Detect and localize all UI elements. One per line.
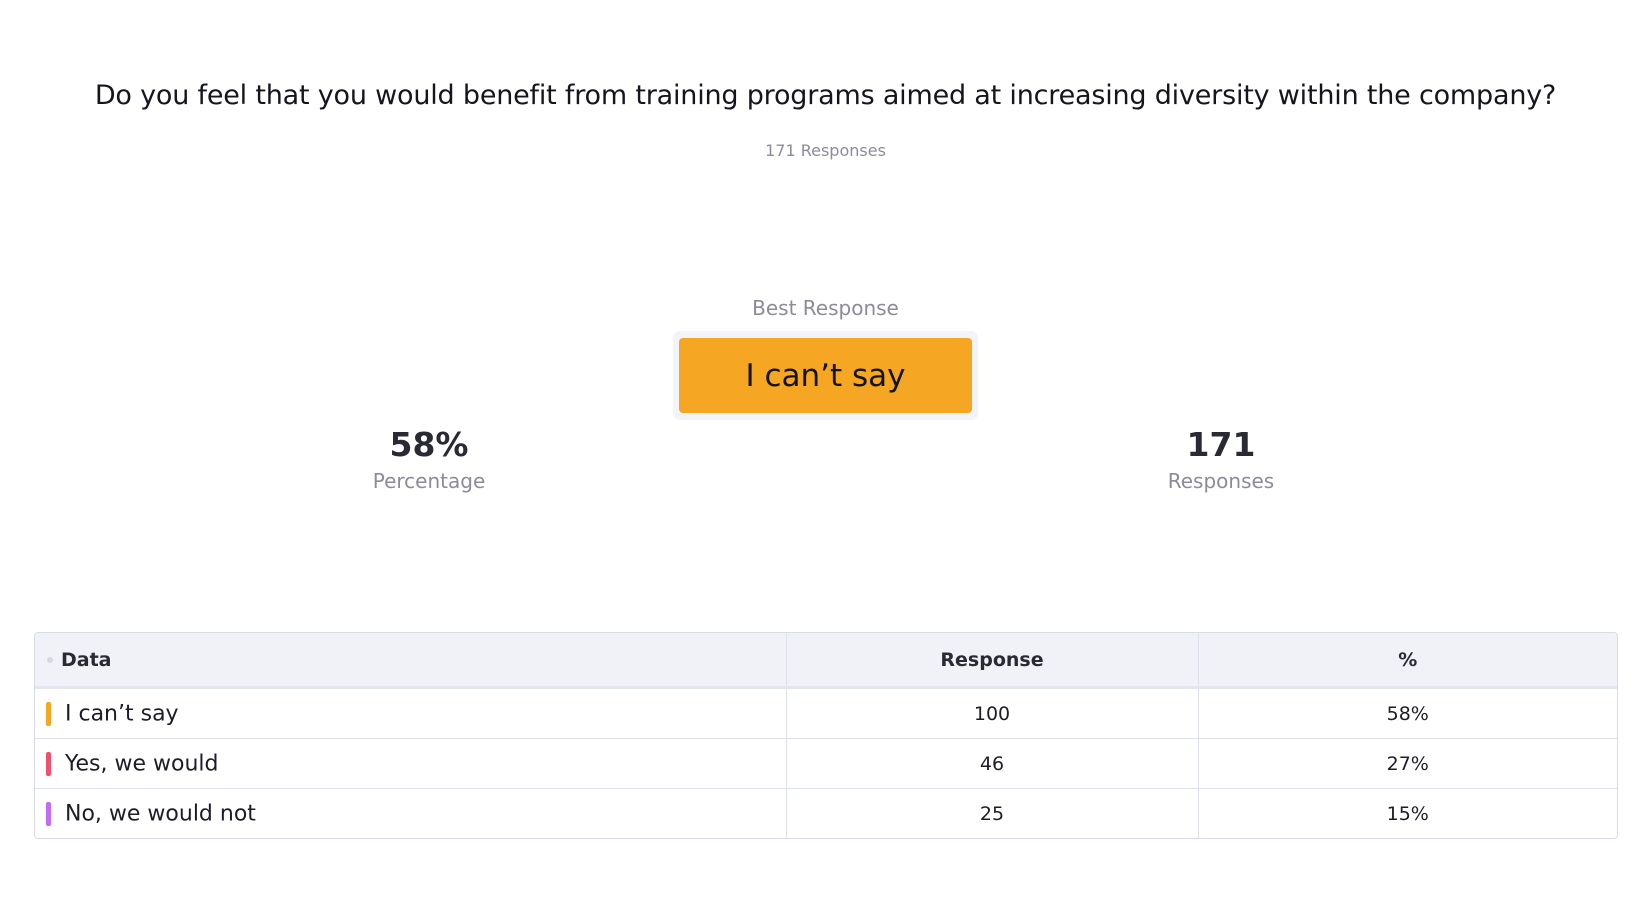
row-response: 100 (785, 687, 1198, 739)
percentage-label: Percentage (372, 469, 486, 493)
results-table: Data Response % I can’t say 100 58% Yes,… (34, 632, 1618, 839)
responses-value: 171 (1186, 425, 1256, 464)
responses-label: Responses (1167, 469, 1275, 493)
percentage-value: 58% (389, 425, 469, 464)
row-label-cell: I can’t say (35, 687, 786, 739)
response-count: 171 Responses (765, 141, 886, 160)
table-row: No, we would not 25 15% (35, 788, 1617, 838)
column-header-data-label: Data (61, 648, 112, 671)
row-response: 46 (785, 738, 1198, 789)
table-header-row: Data Response % (35, 633, 1617, 689)
table-row: I can’t say 100 58% (35, 687, 1617, 739)
best-response-value: I can’t say (679, 338, 972, 413)
row-label: No, we would not (65, 801, 256, 827)
color-swatch (46, 701, 51, 726)
color-swatch (46, 751, 51, 776)
column-header-response[interactable]: Response (785, 633, 1198, 689)
column-header-percent[interactable]: % (1197, 633, 1617, 689)
row-percent: 15% (1197, 788, 1617, 838)
row-response: 25 (785, 788, 1198, 838)
responses-stat: 171 Responses (1071, 425, 1371, 493)
color-swatch (46, 801, 51, 826)
dot-icon (47, 657, 53, 663)
percentage-stat: 58% Percentage (279, 425, 579, 493)
table-row: Yes, we would 46 27% (35, 738, 1617, 789)
column-header-data[interactable]: Data (35, 633, 786, 689)
row-percent: 58% (1197, 687, 1617, 739)
row-label-cell: Yes, we would (35, 738, 786, 789)
row-label: Yes, we would (65, 751, 219, 777)
row-label: I can’t say (65, 701, 179, 727)
row-label-cell: No, we would not (35, 788, 786, 838)
question-title: Do you feel that you would benefit from … (94, 80, 1557, 111)
row-percent: 27% (1197, 738, 1617, 789)
best-response-label: Best Response (752, 296, 899, 320)
best-response-card: I can’t say (673, 331, 978, 420)
